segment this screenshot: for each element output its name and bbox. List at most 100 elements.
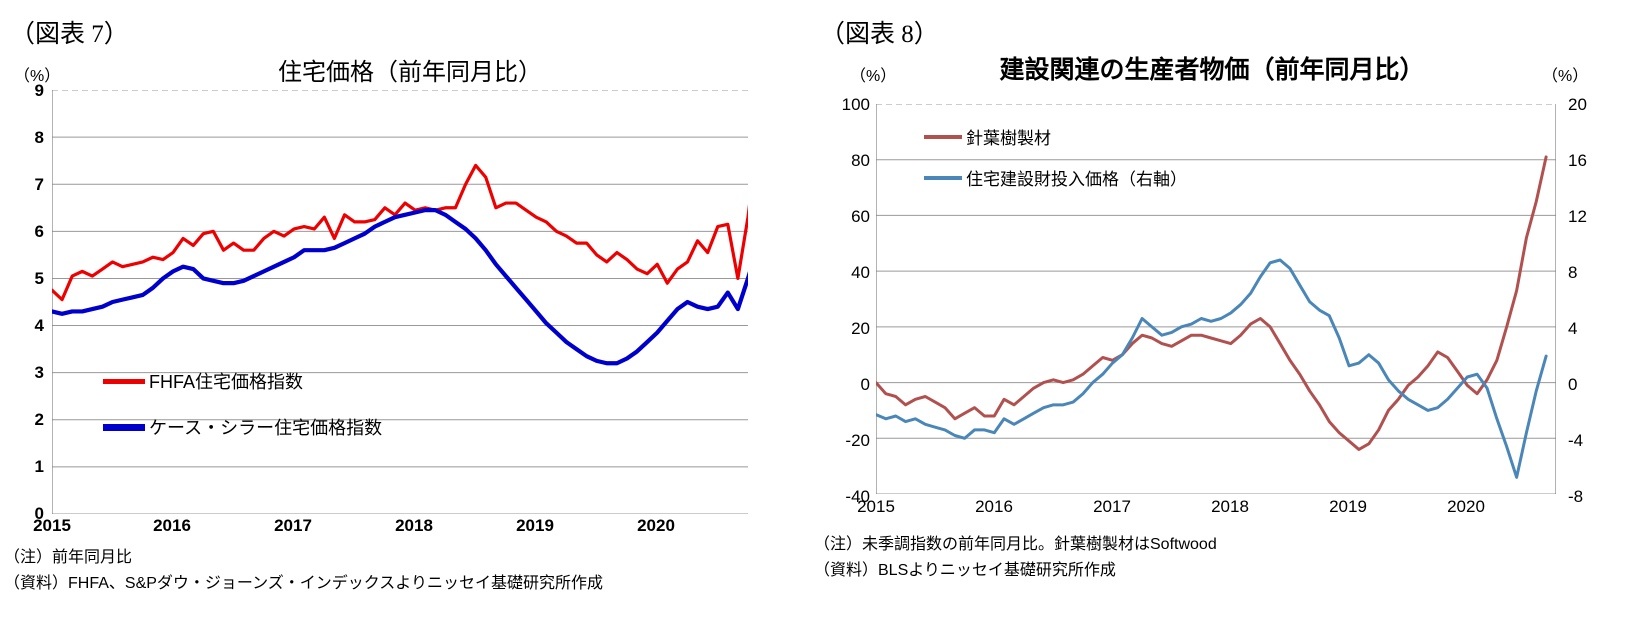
- right-source: （資料）BLSよりニッセイ基礎研究所作成: [814, 562, 1116, 579]
- right-chart-svg: [876, 104, 1556, 494]
- xtick-text: 2020: [1447, 497, 1485, 516]
- ytick-text: 20: [1568, 95, 1587, 114]
- right-unit-label-right: （%）: [1542, 68, 1589, 85]
- ytick-text: -40: [845, 487, 870, 506]
- left-ytick-3: 3: [8, 363, 44, 383]
- xtick-text: 2020: [637, 516, 675, 535]
- ytick-text: -20: [845, 431, 870, 450]
- right-ytick-right-20: 20: [1568, 95, 1626, 115]
- xtick-text: 2015: [857, 497, 895, 516]
- legend-swatch-steelblue: [924, 175, 962, 180]
- left-plot-area: [52, 90, 748, 514]
- xtick-text: 2015: [33, 516, 71, 535]
- ytick-text: 6: [34, 222, 44, 241]
- left-ytick-8: 8: [8, 128, 44, 148]
- left-gridlines: [52, 90, 748, 514]
- right-ytick-right-m4: -4: [1568, 431, 1626, 451]
- ytick-text: 12: [1568, 207, 1587, 226]
- right-legend-item-inputprice: 住宅建設財投入価格（右軸）: [924, 165, 1187, 190]
- right-ytick-left-40: 40: [812, 263, 870, 283]
- right-legend-label-softwood: 針葉樹製材: [966, 129, 1051, 148]
- ytick-text: 1: [34, 457, 44, 476]
- left-xtick-2016: 2016: [142, 516, 202, 536]
- right-ytick-left-m20: -20: [812, 431, 870, 451]
- right-note: （注）未季調指数の前年同月比。針葉樹製材はSoftwood: [814, 536, 1217, 553]
- ytick-text: 16: [1568, 151, 1587, 170]
- right-legend-label-inputprice: 住宅建設財投入価格（右軸）: [966, 170, 1187, 189]
- left-legend-item-caseshiller: ケース・シラー住宅価格指数: [103, 414, 382, 440]
- left-chart-title: 住宅価格（前年同月比）: [278, 59, 542, 86]
- right-gridlines: [876, 104, 1556, 494]
- left-ytick-7: 7: [8, 175, 44, 195]
- ytick-text: 7: [34, 175, 44, 194]
- left-xtick-2020: 2020: [626, 516, 686, 536]
- right-ytick-left-80: 80: [812, 151, 870, 171]
- ytick-text: 9: [34, 81, 44, 100]
- right-xtick-2019: 2019: [1318, 497, 1378, 517]
- right-ytick-right-16: 16: [1568, 151, 1626, 171]
- ytick-text: 3: [34, 363, 44, 382]
- legend-swatch-red: [103, 378, 145, 384]
- chart-panel-left: （図表 7） （%） 住宅価格（前年同月比） 9 8 7 6 5 4 3 2 1…: [0, 0, 800, 629]
- xtick-text: 2019: [516, 516, 554, 535]
- ytick-text: 5: [34, 269, 44, 288]
- left-series-caseshiller-line: [52, 208, 748, 366]
- right-xtick-2016: 2016: [964, 497, 1024, 517]
- ytick-text: 80: [851, 151, 870, 170]
- right-ytick-left-60: 60: [812, 207, 870, 227]
- left-chart-svg: [52, 90, 748, 514]
- left-xtick-2018: 2018: [384, 516, 444, 536]
- left-series-fhfa-line: [52, 163, 748, 302]
- right-plot-area: [876, 104, 1556, 494]
- left-legend-item-fhfa: FHFA住宅価格指数: [103, 368, 303, 394]
- left-ytick-2: 2: [8, 410, 44, 430]
- ytick-text: 8: [1568, 263, 1578, 282]
- right-ytick-right-4: 4: [1568, 319, 1626, 339]
- xtick-text: 2019: [1329, 497, 1367, 516]
- left-ytick-4: 4: [8, 316, 44, 336]
- left-ytick-6: 6: [8, 222, 44, 242]
- chart-panel-right: （図表 8） （%） （%） 建設関連の生産者物価（前年同月比） 100 80 …: [812, 0, 1629, 629]
- right-ytick-right-8: 8: [1568, 263, 1626, 283]
- left-legend-label-caseshiller: ケース・シラー住宅価格指数: [149, 418, 383, 438]
- right-ytick-left-20: 20: [812, 319, 870, 339]
- ytick-text: 8: [34, 128, 44, 147]
- right-legend-item-softwood: 針葉樹製材: [924, 124, 1051, 149]
- left-ytick-0: 0: [8, 504, 44, 524]
- right-ytick-right-12: 12: [1568, 207, 1626, 227]
- ytick-text: 0: [34, 504, 44, 523]
- ytick-text: 60: [851, 207, 870, 226]
- left-ytick-5: 5: [8, 269, 44, 289]
- figure-label-7: （図表 7）: [10, 21, 129, 48]
- ytick-text: 0: [860, 375, 870, 394]
- right-xtick-2018: 2018: [1200, 497, 1260, 517]
- figure-label-8: （図表 8）: [820, 21, 939, 48]
- legend-swatch-darkred: [924, 134, 962, 139]
- right-ytick-right-m8: -8: [1568, 487, 1626, 507]
- legend-swatch-blue: [103, 423, 145, 431]
- right-xtick-2020: 2020: [1436, 497, 1496, 517]
- left-ytick-9: 9: [8, 81, 44, 101]
- right-xtick-2017: 2017: [1082, 497, 1142, 517]
- ytick-text: -8: [1568, 487, 1584, 506]
- right-ytick-left-0: 0: [812, 375, 870, 395]
- left-xtick-2019: 2019: [505, 516, 565, 536]
- ytick-text: -4: [1568, 431, 1584, 450]
- left-legend-label-fhfa: FHFA住宅価格指数: [149, 372, 304, 392]
- right-y-tickmarks: [876, 104, 1556, 494]
- xtick-text: 2018: [1211, 497, 1249, 516]
- xtick-text: 2017: [274, 516, 312, 535]
- xtick-text: 2018: [395, 516, 433, 535]
- xtick-text: 2016: [975, 497, 1013, 516]
- right-series-softwood-line: [876, 155, 1548, 451]
- right-chart-title: 建設関連の生産者物価（前年同月比）: [999, 56, 1425, 84]
- left-source: （資料）FHFA、S&Pダウ・ジョーンズ・インデックスよりニッセイ基礎研究所作成: [4, 575, 603, 592]
- right-ytick-right-0: 0: [1568, 375, 1626, 395]
- left-note: （注）前年同月比: [4, 549, 133, 566]
- ytick-text: 2: [34, 410, 44, 429]
- xtick-text: 2017: [1093, 497, 1131, 516]
- left-unit-label: （%）: [14, 68, 61, 85]
- left-ytick-1: 1: [8, 457, 44, 477]
- left-xtick-2015: 2015: [22, 516, 82, 536]
